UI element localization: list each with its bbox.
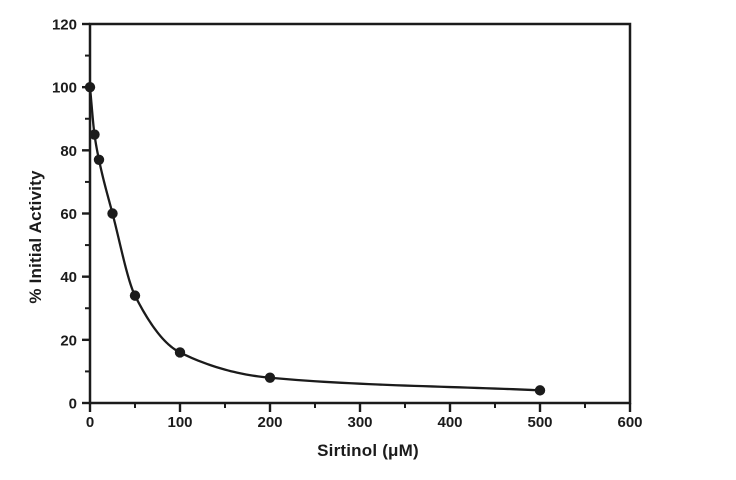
data-point bbox=[174, 347, 186, 358]
y-tick-label: 120 bbox=[52, 17, 77, 34]
data-point bbox=[534, 385, 546, 396]
data-point bbox=[84, 81, 96, 93]
y-axis-title: % Initial Activity bbox=[26, 170, 45, 304]
data-point bbox=[264, 372, 276, 383]
x-tick-label: 500 bbox=[527, 414, 552, 431]
x-tick-label: 300 bbox=[347, 414, 372, 431]
y-tick-label: 80 bbox=[60, 143, 77, 160]
x-tick-label: 200 bbox=[257, 414, 282, 431]
x-tick-label: 100 bbox=[167, 414, 192, 431]
x-tick-label: 400 bbox=[437, 414, 462, 431]
y-tick-label: 40 bbox=[60, 269, 77, 286]
data-point bbox=[107, 208, 118, 219]
x-tick-label: 600 bbox=[617, 414, 642, 431]
data-point bbox=[89, 129, 100, 140]
data-point bbox=[93, 154, 105, 166]
x-axis-title: Sirtinol (μM) bbox=[317, 441, 419, 460]
y-tick-label: 0 bbox=[69, 396, 77, 413]
x-tick-label: 0 bbox=[86, 414, 94, 431]
y-tick-label: 100 bbox=[52, 80, 77, 97]
y-tick-label: 60 bbox=[60, 206, 77, 223]
y-tick-label: 20 bbox=[60, 332, 77, 349]
fit-curve bbox=[88, 86, 542, 392]
data-point bbox=[129, 290, 141, 301]
